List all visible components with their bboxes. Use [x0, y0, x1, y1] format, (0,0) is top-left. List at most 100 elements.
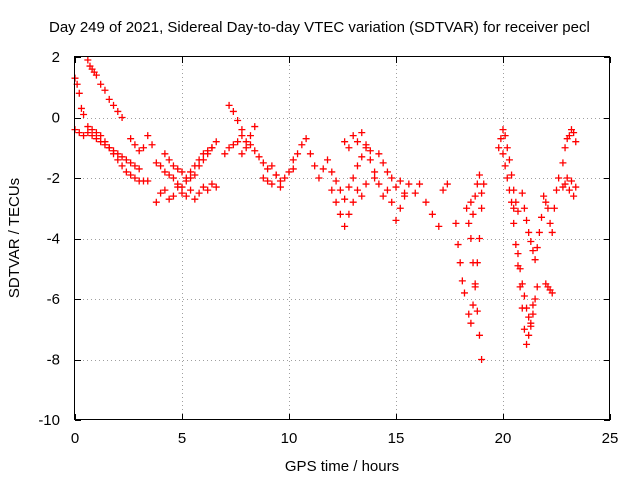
data-point — [458, 277, 466, 285]
data-point — [187, 168, 195, 176]
data-point — [465, 219, 473, 227]
data-point — [497, 135, 505, 143]
data-point — [110, 147, 118, 155]
data-point — [567, 177, 575, 185]
data-point — [388, 174, 396, 182]
data-point — [559, 159, 567, 167]
data-point — [542, 198, 550, 206]
data-point — [195, 189, 203, 197]
data-point — [165, 171, 173, 179]
data-point — [144, 132, 152, 140]
series-hour-20-b — [499, 150, 518, 212]
series-first-cluster — [127, 132, 156, 155]
data-point — [118, 114, 126, 121]
series-cluster-4-6c — [161, 144, 216, 191]
data-point — [92, 135, 100, 143]
data-point — [510, 219, 518, 227]
data-point — [512, 241, 520, 249]
series-hour-7-peak — [225, 101, 259, 146]
data-point — [191, 162, 199, 170]
series-hour-16-17 — [411, 180, 451, 230]
data-point — [131, 174, 139, 182]
data-point — [131, 141, 139, 149]
data-point — [97, 132, 105, 140]
series-early-mid — [84, 129, 143, 173]
data-point — [92, 129, 100, 137]
series-hour-17-19 — [452, 219, 468, 297]
x-tick-label: 20 — [495, 430, 512, 447]
data-point — [281, 174, 289, 182]
x-tick-label: 10 — [281, 430, 298, 447]
data-point — [371, 168, 379, 176]
data-point — [499, 150, 507, 158]
chart-title: Day 249 of 2021, Sidereal Day-to-day VTE… — [49, 19, 590, 36]
data-point — [251, 147, 259, 155]
data-point — [366, 147, 374, 155]
data-point — [88, 126, 96, 134]
data-point — [97, 138, 105, 146]
data-point — [77, 104, 85, 112]
data-point — [572, 183, 580, 191]
grid-lines — [75, 57, 610, 420]
data-point — [332, 198, 340, 206]
data-point — [371, 174, 379, 182]
data-point — [540, 192, 548, 200]
data-point — [75, 89, 83, 97]
data-point — [392, 216, 400, 224]
data-point — [392, 183, 400, 191]
data-point — [161, 186, 169, 194]
data-point — [191, 171, 199, 179]
series-early-peak — [84, 56, 126, 121]
data-point — [358, 153, 366, 161]
data-point — [510, 204, 518, 212]
data-point — [294, 150, 302, 158]
data-point — [358, 192, 366, 200]
data-point — [345, 144, 353, 152]
plot-frame — [74, 56, 610, 420]
data-point — [396, 204, 404, 212]
data-point — [467, 319, 475, 327]
data-point — [212, 183, 220, 191]
data-point — [212, 138, 220, 146]
data-point — [572, 138, 580, 146]
data-point — [92, 71, 100, 79]
data-point — [148, 141, 156, 149]
data-point — [527, 322, 535, 330]
data-point — [315, 174, 323, 182]
x-tick-label: 15 — [388, 430, 405, 447]
data-point — [127, 159, 135, 167]
data-point — [341, 222, 349, 230]
data-point — [396, 177, 404, 185]
data-point — [152, 159, 160, 167]
x-axis-label: GPS time / hours — [285, 458, 399, 475]
data-point — [529, 247, 537, 255]
data-point — [525, 331, 533, 339]
data-point — [531, 295, 539, 303]
data-point — [565, 132, 573, 140]
data-point — [289, 165, 297, 173]
data-point — [383, 168, 391, 176]
data-point — [471, 280, 479, 288]
data-point — [238, 132, 246, 140]
data-point — [533, 244, 541, 252]
data-point — [122, 156, 130, 164]
data-point — [362, 141, 370, 149]
y-axis-label: SDTVAR / TECUs — [6, 178, 23, 298]
data-point — [561, 144, 569, 152]
data-point — [548, 228, 556, 236]
series-hour-7-low — [221, 132, 246, 158]
data-point — [268, 180, 276, 188]
y-tick-label: -8 — [47, 352, 60, 369]
data-point — [336, 210, 344, 218]
data-point — [246, 141, 254, 149]
data-point — [204, 186, 212, 194]
y-tick-label: 0 — [52, 110, 60, 127]
data-point — [285, 168, 293, 176]
data-point — [169, 174, 177, 182]
y-tick-label: -6 — [47, 291, 60, 308]
data-point — [165, 156, 173, 164]
data-point — [139, 144, 147, 152]
data-point — [242, 144, 250, 152]
data-point — [523, 340, 531, 348]
data-point — [383, 186, 391, 194]
